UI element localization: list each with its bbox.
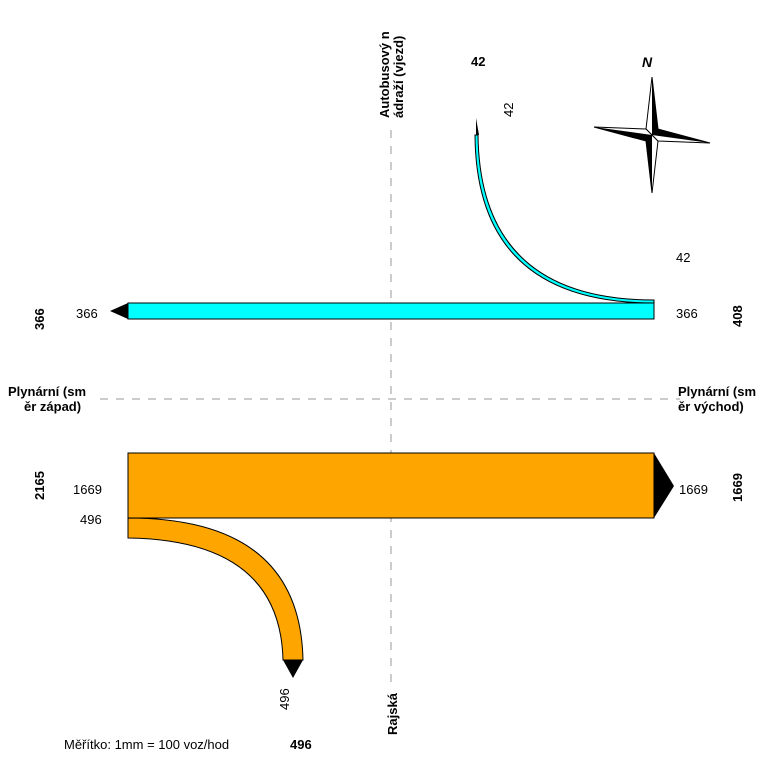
west-road-label-line2: ěr západ)	[24, 399, 81, 414]
west-cyan-label: 366	[76, 306, 98, 321]
west-road-label-line1: Plynární (sm	[8, 384, 86, 399]
north-total: 42	[471, 54, 485, 69]
west-upper-total: 366	[32, 308, 47, 330]
east-turn-label: 42	[676, 250, 690, 265]
compass-rose-icon: N	[593, 54, 711, 194]
east-orange-label: 1669	[679, 482, 708, 497]
south-total: 496	[290, 737, 312, 752]
west-lower-total: 2165	[32, 471, 47, 500]
east-upper-total: 408	[730, 305, 745, 327]
north-road-label-line1: Autobusový n	[377, 31, 392, 118]
east-cyan-label: 366	[676, 306, 698, 321]
cyan-through-flow	[127, 302, 655, 320]
north-turn-arrowhead	[476, 118, 479, 135]
south-road-label: Rajská	[385, 692, 400, 735]
compass-north-label: N	[642, 54, 653, 70]
west-orange-turn-label: 496	[80, 512, 102, 527]
north-turn-flow	[474, 134, 655, 304]
east-road-label-line2: ěr východ)	[678, 399, 744, 414]
scale-label: Měřítko: 1mm = 100 voz/hod	[64, 737, 229, 752]
west-orange-through-label: 1669	[73, 482, 102, 497]
orange-turn-flow	[127, 517, 304, 661]
north-road-label-line2: ádraží (vjezd)	[391, 36, 406, 118]
east-lower-total: 1669	[730, 473, 745, 502]
orange-through-arrowhead	[654, 453, 674, 518]
orange-through-flow	[127, 452, 655, 519]
north-flow-label: 42	[501, 103, 516, 117]
cyan-flow-arrowhead	[110, 303, 128, 319]
east-road-label-line1: Plynární (sm	[678, 384, 756, 399]
orange-turn-arrowhead	[283, 660, 303, 678]
south-turn-label: 496	[277, 688, 292, 710]
